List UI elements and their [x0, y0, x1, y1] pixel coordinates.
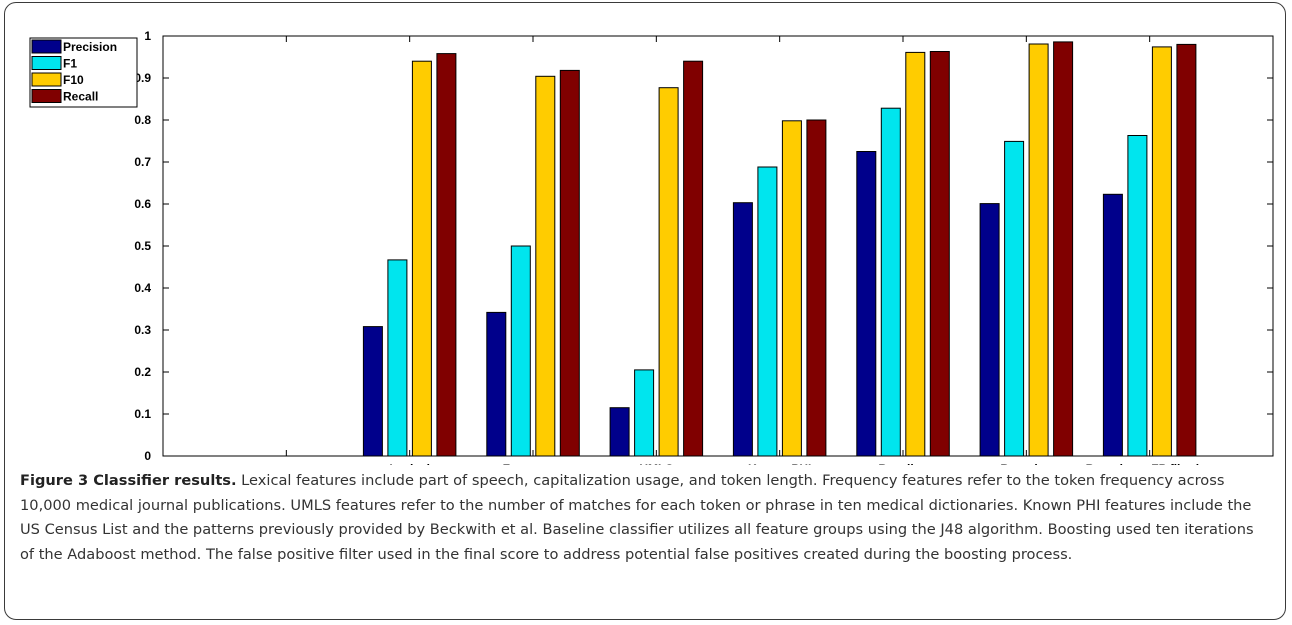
plot-area	[162, 35, 1274, 457]
y-tick-label: 0.8	[134, 113, 151, 127]
bar-f1-known-phi	[757, 166, 778, 457]
x-tick-label: Boosting	[1000, 462, 1052, 465]
bar-f1-boosting	[1004, 140, 1025, 457]
bar-f1-lexical	[387, 259, 408, 457]
y-tick-label: 0.7	[134, 155, 151, 169]
bar-precision-baseline	[856, 151, 877, 457]
bar-f10-boosting	[1028, 43, 1049, 457]
bar-recall-baseline	[929, 51, 950, 457]
legend-swatch-recall	[31, 89, 62, 103]
x-tick-labels: Lexical Frequency UMLS Known PHI Baseline Boo…	[389, 462, 1213, 465]
bar-recall-boosting-fp-filtering	[1176, 43, 1197, 457]
bar-recall-known-phi	[806, 119, 827, 457]
bar-f10-known-phi	[781, 120, 802, 457]
bar-f10-boosting-fp-filtering	[1151, 46, 1172, 457]
bar-recall-boosting	[1053, 41, 1074, 457]
y-tick-label: 0	[144, 449, 151, 463]
bar-f10-frequency	[535, 75, 556, 457]
bar-recall-frequency	[559, 69, 580, 457]
bar-f10-lexical	[411, 60, 432, 457]
bar-precision-known-phi	[732, 202, 753, 457]
bar-f10-baseline	[905, 51, 926, 457]
bar-precision-frequency	[486, 311, 507, 457]
bar-precision-boosting-fp-filtering	[1102, 193, 1123, 457]
bar-recall-umls	[683, 60, 704, 457]
legend-label: Precision	[63, 40, 117, 54]
y-tick-label: 0.3	[134, 323, 151, 337]
bar-f1-umls	[634, 369, 655, 457]
caption-text: Lexical features include part of speech,…	[20, 472, 1254, 563]
legend-swatch-f10	[31, 72, 62, 87]
y-tick-label: 0.4	[134, 281, 151, 295]
axis-ticks	[163, 35, 1273, 457]
y-tick-label: 1	[144, 29, 151, 43]
legend-swatch-f1	[31, 56, 62, 70]
bar-f10-umls	[658, 87, 679, 457]
x-tick-label: Boosting + FP filtering	[1086, 462, 1214, 465]
y-tick-label: 0.6	[134, 197, 151, 211]
bar-precision-lexical	[362, 326, 383, 457]
x-tick-label: Baseline	[878, 462, 928, 465]
y-tick-label: 0.2	[134, 365, 151, 379]
figure-caption: Figure 3 Classifier results. Lexical fea…	[20, 469, 1272, 567]
bar-f1-baseline	[880, 107, 901, 457]
legend-label: F1	[63, 57, 77, 71]
x-tick-label: Lexical	[389, 462, 430, 465]
bar-chart: 0 0.1 0.2 0.3 0.4 0.5 0.6 0.7 0.8 0.9 1 Lexical Fre…	[29, 29, 1274, 465]
bar-precision-boosting	[979, 203, 1000, 457]
caption-title: Figure 3 Classifier results.	[20, 472, 237, 489]
y-tick-label: 0.9	[134, 71, 151, 85]
legend: Precision F1 F10 Recall	[29, 37, 138, 108]
bars	[362, 41, 1197, 457]
bar-recall-lexical	[436, 53, 457, 457]
legend-swatch-precision	[31, 39, 62, 54]
y-tick-labels: 0 0.1 0.2 0.3 0.4 0.5 0.6 0.7 0.8 0.9 1	[134, 29, 151, 463]
bar-f1-boosting-fp-filtering	[1127, 135, 1148, 457]
y-tick-label: 0.1	[134, 407, 151, 421]
bar-f1-frequency	[510, 245, 531, 457]
x-tick-label: Frequency	[503, 462, 564, 465]
x-tick-label: Known PHI	[748, 462, 811, 465]
y-tick-label: 0.5	[134, 239, 151, 253]
legend-label: F10	[63, 73, 84, 87]
x-tick-label: UMLS	[639, 462, 673, 465]
bar-precision-umls	[609, 407, 630, 457]
legend-label: Recall	[63, 90, 98, 104]
